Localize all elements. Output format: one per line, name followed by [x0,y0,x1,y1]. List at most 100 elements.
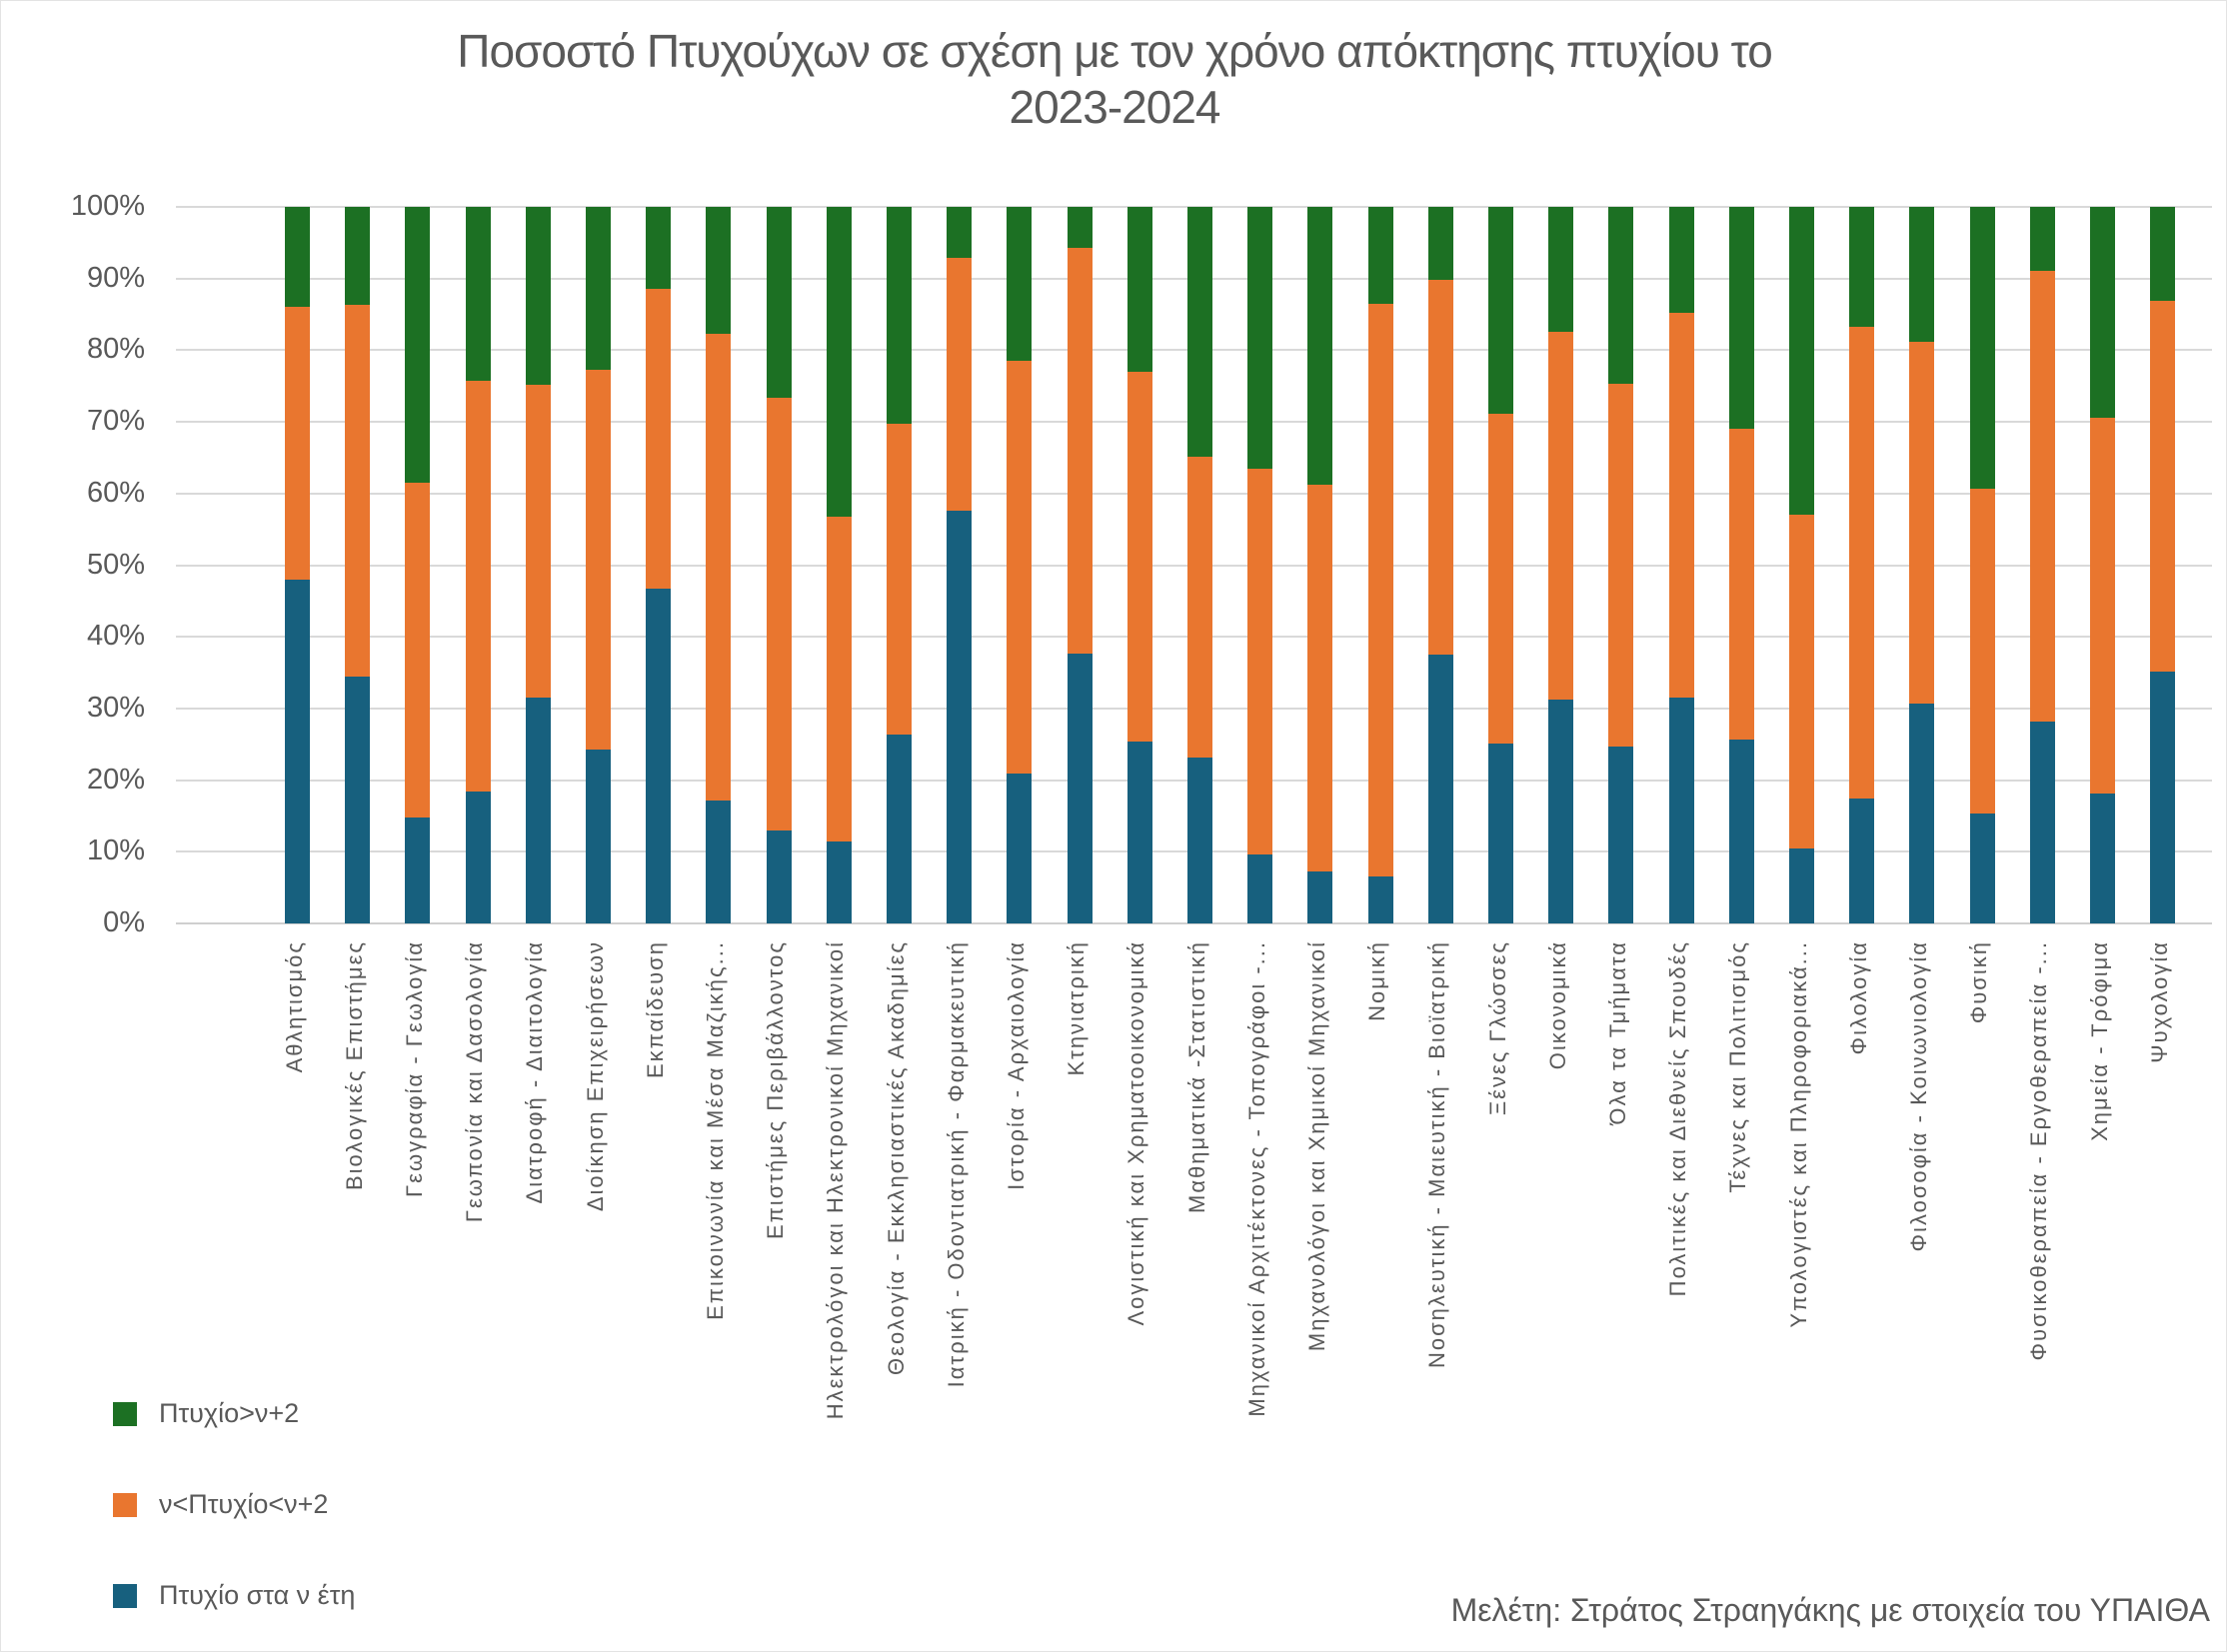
x-label-Μηχανικοί Αρχιτέκτονες - Τοπογράφοι -...: Μηχανικοί Αρχιτέκτονες - Τοπογράφοι -... [1243,940,1269,1417]
legend-swatch-orange [113,1492,137,1517]
x-label-Φυσικοθεραπεία - Εργοθεραπεία -...: Φυσικοθεραπεία - Εργοθεραπεία -... [2026,940,2052,1361]
x-label-Αθλητισμός: Αθλητισμός [281,940,307,1073]
x-label-Νοσηλευτική - Μαιευτική - Βιοϊατρική: Νοσηλευτική - Μαιευτική - Βιοϊατρική [1424,940,1450,1369]
x-label-Τέχνες και Πολιτισμός: Τέχνες και Πολιτισμός [1725,940,1751,1193]
x-label-Φιλοσοφία - Κοινωνιολογία: Φιλοσοφία - Κοινωνιολογία [1905,940,1931,1252]
bar-segment-Πτυχίο>ν+2 [947,207,973,258]
x-label-Όλα τα Τμήματα: Όλα τα Τμήματα [1604,940,1630,1125]
bar-segment-ν<Πτυχίο<ν+2 [1849,326,1875,800]
bar-Γεωπονία και Δασολογία [465,207,491,923]
bar-segment-Πτυχίο>ν+2 [2090,207,2115,418]
bar-segment-ν<Πτυχίο<ν+2 [1548,331,1574,701]
bar-segment-ν<Πτυχίο<ν+2 [405,483,431,818]
legend-item-orange: ν<Πτυχίο<ν+2 [113,1489,355,1520]
bar-segment-Πτυχίο στα ν έτη [1126,741,1152,923]
bar-segment-ν<Πτυχίο<ν+2 [1608,384,1634,747]
bar-segment-Πτυχίο>ν+2 [1548,207,1574,332]
bar-Φιλοσοφία - Κοινωνιολογία [1909,207,1935,923]
bar-segment-Πτυχίο>ν+2 [706,207,732,334]
legend-swatch-green [113,1401,137,1426]
bar-segment-ν<Πτυχίο<ν+2 [1488,413,1513,745]
bar-segment-Πτυχίο>ν+2 [1067,207,1093,248]
bar-segment-ν<Πτυχίο<ν+2 [706,333,732,801]
bar-segment-Πτυχίο>ν+2 [1126,207,1152,372]
bar-segment-ν<Πτυχίο<ν+2 [2090,417,2115,794]
bar-Διοίκηση Επιχειρήσεων [586,207,611,923]
bar-Κτηνιατρική [1067,207,1093,923]
x-label-Ψυχολογία: Ψυχολογία [2146,940,2172,1063]
x-label-Υπολογιστές και Πληροφοριακά...: Υπολογιστές και Πληροφοριακά... [1785,940,1811,1328]
bar-segment-ν<Πτυχίο<ν+2 [1367,303,1393,877]
bar-segment-ν<Πτυχίο<ν+2 [2150,300,2176,673]
x-label-Πολιτικές και Διεθνείς Σπουδές: Πολιτικές και Διεθνείς Σπουδές [1665,940,1691,1297]
bar-segment-Πτυχίο στα ν έτη [405,817,431,923]
bar-segment-ν<Πτυχίο<ν+2 [285,307,310,580]
y-tick-label-50%: 50% [86,548,145,581]
bar-segment-Πτυχίο στα ν έτη [1187,758,1212,923]
bar-segment-Πτυχίο>ν+2 [525,207,551,385]
bar-segment-Πτυχίο>ν+2 [1668,207,1694,314]
bar-segment-Πτυχίο στα ν έτη [1548,700,1574,923]
bar-Επιστήμες Περιβάλλοντος [766,207,792,923]
bar-segment-ν<Πτυχίο<ν+2 [345,305,371,678]
y-tick-label-20%: 20% [86,763,145,796]
bar-segment-ν<Πτυχίο<ν+2 [1427,280,1453,656]
bar-Φυσική [1969,207,1995,923]
bar-segment-Πτυχίο>ν+2 [1307,207,1333,485]
bar-segment-Πτυχίο>ν+2 [1427,207,1453,281]
bar-segment-Πτυχίο>ν+2 [646,207,672,290]
bar-segment-ν<Πτυχίο<ν+2 [465,380,491,793]
bar-segment-Πτυχίο στα ν έτη [947,511,973,923]
bar-segment-Πτυχίο>ν+2 [766,207,792,398]
bar-segment-Πτυχίο>ν+2 [1007,207,1033,362]
bar-segment-Πτυχίο>ν+2 [887,207,912,424]
bar-segment-Πτυχίο στα ν έτη [1488,744,1513,923]
legend-label-orange: ν<Πτυχίο<ν+2 [159,1489,329,1519]
bar-Διατροφή - Διαιτολογία [525,207,551,923]
bar-segment-Πτυχίο>ν+2 [1969,207,1995,489]
bar-segment-Πτυχίο στα ν έτη [525,698,551,923]
bar-Ξένες Γλώσσες [1488,207,1513,923]
x-label-Ξένες Γλώσσες: Ξένες Γλώσσες [1484,940,1510,1116]
bar-segment-Πτυχίο στα ν έτη [586,749,611,923]
bar-segment-ν<Πτυχίο<ν+2 [646,289,672,590]
bar-Γεωγραφία - Γεωλογία [405,207,431,923]
bar-segment-Πτυχίο στα ν έτη [1849,799,1875,923]
bar-Τέχνες και Πολιτισμός [1728,207,1754,923]
bar-segment-Πτυχίο στα ν έτη [465,792,491,923]
bar-segment-Πτυχίο>ν+2 [285,207,310,308]
bar-segment-Πτυχίο στα ν έτη [1969,814,1995,923]
bar-segment-Πτυχίο στα ν έτη [1728,740,1754,923]
bar-segment-Πτυχίο στα ν έτη [826,840,852,923]
x-label-Ηλεκτρολόγοι και Ηλεκτρονικοί Μηχανικοί: Ηλεκτρολόγοι και Ηλεκτρονικοί Μηχανικοί [823,940,849,1420]
x-label-Μηχανολόγοι και Χημικοί Μηχανικοί: Μηχανολόγοι και Χημικοί Μηχανικοί [1303,940,1329,1352]
x-label-Διατροφή - Διαιτολογία: Διατροφή - Διαιτολογία [522,940,548,1204]
bar-segment-Πτυχίο>ν+2 [2029,207,2055,271]
bar-Μηχανολόγοι και Χημικοί Μηχανικοί [1307,207,1333,923]
bar-segment-Πτυχίο στα ν έτη [887,734,912,923]
bar-Ιστορία - Αρχαιολογία [1007,207,1033,923]
bar-segment-ν<Πτυχίο<ν+2 [586,369,611,750]
legend-swatch-blue [113,1583,137,1608]
chart-title-line2: 2023-2024 [1009,81,1221,133]
bar-Επικοινωνία και Μέσα Μαζικής... [706,207,732,923]
y-tick-label-90%: 90% [86,261,145,294]
bar-Φιλολογία [1849,207,1875,923]
y-tick-label-30%: 30% [86,691,145,724]
bar-segment-ν<Πτυχίο<ν+2 [826,516,852,841]
bar-segment-Πτυχίο>ν+2 [1367,207,1393,304]
bar-segment-Πτυχίο>ν+2 [1728,207,1754,429]
bar-segment-Πτυχίο>ν+2 [345,207,371,306]
bar-Αθλητισμός [285,207,310,923]
legend-item-blue: Πτυχίο στα ν έτη [113,1580,355,1611]
bar-segment-Πτυχίο στα ν έτη [1367,876,1393,923]
gridline-100% [176,206,2212,208]
y-tick-label-0%: 0% [103,906,145,938]
bar-segment-ν<Πτυχίο<ν+2 [1307,484,1333,872]
y-tick-label-70%: 70% [86,405,145,438]
bar-Φυσικοθεραπεία - Εργοθεραπεία -... [2029,207,2055,923]
gridline-0% [176,922,2212,924]
bar-segment-Πτυχίο στα ν έτη [1427,655,1453,923]
bar-segment-Πτυχίο στα ν έτη [285,579,310,923]
